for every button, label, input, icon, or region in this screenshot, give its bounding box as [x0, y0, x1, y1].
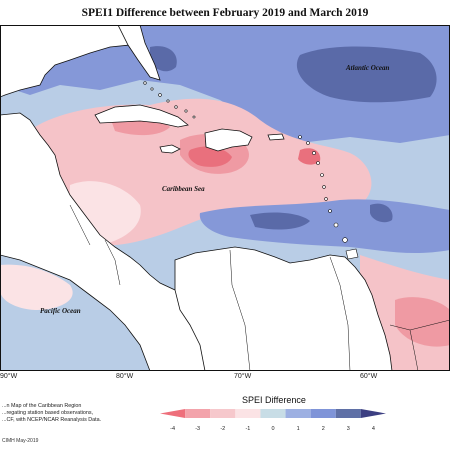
legend-swatch-3: [235, 409, 261, 418]
cuba-land: [94, 104, 189, 128]
east-dark-blue: [370, 203, 393, 223]
jamaica-land: [159, 144, 181, 154]
atlantic-dark-region: [296, 46, 437, 103]
legend-swatch-0: [160, 409, 186, 418]
credit-text: CIMH May-2019: [2, 438, 39, 444]
pacific-label: Pacific Ocean: [40, 307, 81, 315]
legend-swatch-1: [185, 409, 211, 418]
map-title: SPEI1 Difference between February 2019 a…: [81, 7, 369, 19]
legend-tick-label-0: -4: [170, 426, 175, 432]
legend-tick-label-7: 3: [347, 426, 350, 432]
legend-swatch-6: [310, 409, 336, 418]
legend-swatch-4: [260, 409, 286, 418]
legend-tick-label-2: -2: [220, 426, 225, 432]
legend-title: SPEI Difference: [242, 395, 306, 405]
hispaniola-land: [204, 128, 253, 152]
legend-swatch-5: [285, 409, 311, 418]
spei-map: Atlantic Ocean Caribbean Sea Pacific Oce…: [0, 25, 450, 371]
caribbean-label: Caribbean Sea: [162, 185, 205, 193]
lesser-antilles: [298, 135, 348, 243]
legend-tick-label-1: -3: [195, 426, 200, 432]
note-line-3: ...CF, with NCEP/NCAR Reanalysis Data.: [2, 417, 102, 423]
central-america-land: [0, 112, 206, 371]
central-pink-core: [188, 146, 232, 167]
southeast-pink-core: [395, 297, 450, 347]
lon-tick-60w: 60°W: [360, 373, 378, 380]
legend-colorbar: -4 -3 -2 -1 0 1 2 3 4: [150, 405, 396, 433]
map-canvas: Atlantic Ocean Caribbean Sea Pacific Oce…: [0, 25, 450, 371]
legend-swatch-7: [335, 409, 361, 418]
legend-tick-label-5: 1: [297, 426, 300, 432]
lon-tick-80w: 80°W: [116, 373, 134, 380]
atlantic-label: Atlantic Ocean: [345, 64, 389, 72]
puerto-rico-land: [267, 133, 285, 141]
lon-tick-90w: 90°W: [0, 373, 18, 380]
legend-tick-label-4: 0: [271, 426, 274, 432]
lon-tick-70w: 70°W: [234, 373, 252, 380]
legend-svg: -4 -3 -2 -1 0 1 2 3 4: [160, 409, 386, 432]
legend-tick-label-8: 4: [372, 426, 375, 432]
florida-blue-region: [150, 46, 177, 72]
legend-swatch-2: [210, 409, 236, 418]
note-line-2: ...regating station based observations,: [2, 410, 94, 416]
legend-swatch-8: [360, 409, 386, 418]
legend-tick-label-6: 2: [322, 426, 325, 432]
note-line-1: ...n Map of the Caribbean Region: [2, 403, 82, 409]
trinidad-land: [345, 248, 359, 260]
florida-land: [117, 25, 161, 81]
south-dark-blue: [250, 212, 310, 230]
country-borders: [69, 204, 450, 371]
legend-tick-label-3: -1: [245, 426, 250, 432]
bahamas: [143, 81, 196, 119]
pacific-pink-region: [0, 264, 73, 310]
